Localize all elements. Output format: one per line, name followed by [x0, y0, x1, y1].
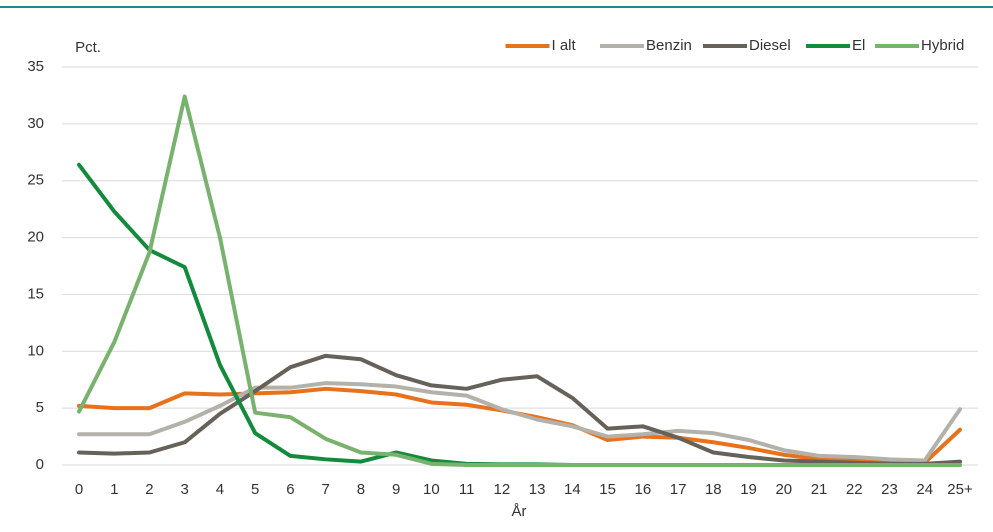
y-tick-label: 0 [36, 456, 44, 473]
legend-label: I alt [552, 37, 577, 54]
x-tick-label: 11 [459, 481, 475, 498]
x-tick-label: 24 [916, 481, 933, 498]
x-tick-label: 4 [216, 481, 224, 498]
x-tick-label: 9 [392, 481, 400, 498]
x-tick-label: 17 [670, 481, 687, 498]
x-tick-label: 14 [564, 481, 581, 498]
x-tick-label: 12 [494, 481, 511, 498]
y-axis-label: Pct. [75, 39, 101, 56]
x-tick-label: 1 [110, 481, 118, 498]
x-tick-label: 5 [251, 481, 259, 498]
y-tick-label: 35 [27, 58, 44, 75]
x-tick-label: 23 [881, 481, 898, 498]
x-tick-label: 18 [705, 481, 722, 498]
y-tick-label: 30 [27, 115, 44, 132]
x-axis-label: År [512, 503, 527, 520]
x-tick-label: 15 [599, 481, 616, 498]
x-tick-label: 0 [75, 481, 83, 498]
x-tick-label: 2 [145, 481, 153, 498]
series-line [77, 381, 962, 463]
series-line [77, 386, 962, 465]
x-tick-label: 6 [286, 481, 294, 498]
y-tick-label: 5 [36, 399, 44, 416]
x-tick-label: 22 [846, 481, 863, 498]
x-tick-label: 8 [357, 481, 365, 498]
x-tick-label: 16 [634, 481, 651, 498]
x-tick-label: 21 [811, 481, 828, 498]
y-tick-label: 20 [27, 229, 44, 246]
y-tick-label: 15 [27, 285, 44, 302]
x-tick-label: 19 [740, 481, 757, 498]
legend-label: Benzin [646, 37, 692, 54]
y-tick-label: 25 [27, 172, 44, 189]
x-tick-label: 10 [423, 481, 440, 498]
legend-label: El [852, 37, 865, 54]
x-tick-label: 7 [322, 481, 330, 498]
x-tick-label: 20 [775, 481, 792, 498]
x-tick-label: 13 [529, 481, 546, 498]
legend-label: Hybrid [921, 37, 964, 54]
series-line [77, 94, 962, 467]
legend-label: Diesel [749, 37, 791, 54]
x-tick-label: 3 [181, 481, 189, 498]
series-line [77, 353, 962, 466]
y-tick-label: 10 [27, 342, 44, 359]
x-tick-label: 25+ [947, 481, 973, 498]
